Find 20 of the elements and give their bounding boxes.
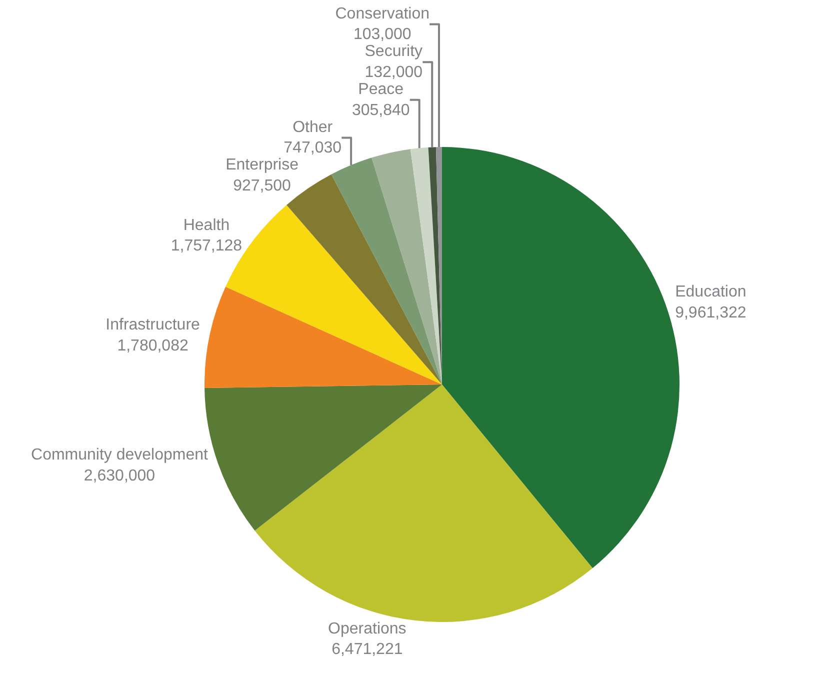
slice-label: Enterprise: [226, 156, 299, 174]
data-label: 1,780,082: [117, 337, 188, 354]
slice-label: Community development: [31, 446, 209, 464]
data-label: 2,630,000: [84, 467, 156, 484]
data-label: 6,471,221: [332, 641, 403, 658]
data-label: 747,030: [284, 140, 342, 157]
slice-label: Education: [675, 284, 746, 301]
slice-label: Health: [183, 216, 230, 234]
data-label: 305,840: [352, 102, 410, 119]
data-label: 1,757,128: [170, 238, 242, 255]
slice-label: Security: [364, 43, 423, 60]
slice-label: Operations: [328, 620, 406, 638]
data-label: 927,500: [233, 177, 292, 194]
data-label: 103,000: [353, 26, 412, 44]
slice-label: Other: [292, 118, 334, 136]
slice-label: Conservation: [335, 5, 430, 22]
data-label: 132,000: [364, 64, 423, 81]
slice-label: Infrastructure: [106, 316, 200, 334]
data-label: 9,961,322: [675, 304, 746, 322]
slice-label: Peace: [358, 81, 404, 98]
